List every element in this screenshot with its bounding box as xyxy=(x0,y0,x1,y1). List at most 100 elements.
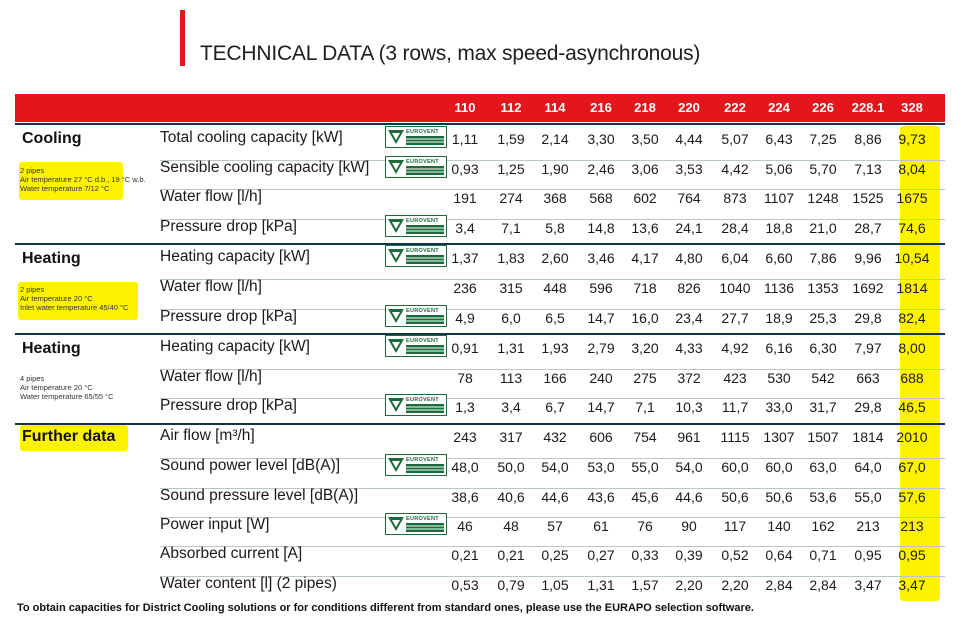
table-cell: 0,79 xyxy=(497,577,525,593)
table-cell: 873 xyxy=(723,190,747,206)
table-cell: 57,6 xyxy=(898,489,926,505)
eurovent-logo-icon xyxy=(388,398,404,412)
table-cell: 596 xyxy=(589,280,613,296)
model-header: 228.1 xyxy=(851,100,885,115)
table-cell: 40,6 xyxy=(497,489,525,505)
page-title: TECHNICAL DATA (3 rows, max speed-asynch… xyxy=(200,42,701,65)
highlight-mark xyxy=(19,162,123,200)
model-header: 222 xyxy=(724,100,746,115)
table-cell: 50,0 xyxy=(497,459,525,475)
table-cell: 240 xyxy=(589,370,613,386)
eurovent-certified-badge: EUROVENT xyxy=(385,215,447,237)
table-cell: 23,4 xyxy=(675,310,703,326)
model-header: 328 xyxy=(901,100,923,115)
table-cell: 3,4 xyxy=(501,399,521,415)
table-cell: 1,05 xyxy=(541,577,569,593)
badge-text: EUROVENT xyxy=(406,516,439,522)
table-cell: 0,71 xyxy=(809,547,837,563)
eurovent-logo-icon xyxy=(388,458,404,472)
badge-bars-icon xyxy=(406,136,444,145)
table-cell: 236 xyxy=(453,280,477,296)
table-cell: 0,25 xyxy=(541,547,569,563)
row-divider xyxy=(160,546,945,547)
table-cell: 18,8 xyxy=(765,220,793,236)
table-cell: 11,7 xyxy=(721,399,749,415)
eurovent-logo-icon xyxy=(388,219,404,233)
table-cell: 315 xyxy=(499,280,523,296)
table-cell: 0,93 xyxy=(451,161,479,177)
table-cell: 0,21 xyxy=(451,547,479,563)
table-cell: 21,0 xyxy=(809,220,837,236)
table-cell: 4,44 xyxy=(675,131,703,147)
table-cell: 1,25 xyxy=(497,161,525,177)
row-label: Absorbed current [A] xyxy=(160,545,303,562)
table-cell: 9,73 xyxy=(898,131,926,147)
table-cell: 48 xyxy=(503,518,519,534)
table-cell: 4,92 xyxy=(721,340,749,356)
section-title: Heating xyxy=(22,340,81,357)
table-cell: 162 xyxy=(811,518,835,534)
table-cell: 24,1 xyxy=(675,220,703,236)
table-cell: 6,04 xyxy=(721,250,749,266)
row-divider xyxy=(160,219,945,220)
row-divider xyxy=(160,279,945,280)
table-cell: 28,4 xyxy=(721,220,749,236)
table-cell: 1115 xyxy=(720,429,750,445)
table-cell: 1,59 xyxy=(497,131,525,147)
table-cell: 27,7 xyxy=(721,310,749,326)
table-cell: 46,5 xyxy=(898,399,926,415)
eurovent-logo-icon xyxy=(388,309,404,323)
eurovent-logo-icon xyxy=(388,517,404,531)
table-cell: 1,3 xyxy=(455,399,475,415)
table-cell: 44,6 xyxy=(541,489,569,505)
table-cell: 5,70 xyxy=(809,161,837,177)
table-cell: 754 xyxy=(633,429,657,445)
table-cell: 44,6 xyxy=(675,489,703,505)
table-cell: 9,96 xyxy=(854,250,882,266)
table-cell: 1675 xyxy=(896,190,928,206)
table-cell: 606 xyxy=(589,429,613,445)
table-cell: 1507 xyxy=(807,429,839,445)
table-cell: 6,5 xyxy=(545,310,565,326)
badge-text: EUROVENT xyxy=(406,159,439,165)
section-note: Air temperature 20 °C xyxy=(20,383,93,392)
badge-bars-icon xyxy=(406,315,444,324)
table-cell: 688 xyxy=(900,370,924,386)
section-title: Cooling xyxy=(22,130,82,147)
table-cell: 448 xyxy=(543,280,567,296)
table-cell: 1,31 xyxy=(587,577,615,593)
table-cell: 4,80 xyxy=(675,250,703,266)
table-cell: 3,4 xyxy=(455,220,475,236)
table-cell: 16,0 xyxy=(631,310,659,326)
table-cell: 43,6 xyxy=(587,489,615,505)
row-divider xyxy=(160,369,945,370)
row-label: Water flow [l/h] xyxy=(160,188,262,205)
table-cell: 8,86 xyxy=(854,131,882,147)
row-label: Heating capacity [kW] xyxy=(160,248,310,265)
table-cell: 7,1 xyxy=(635,399,655,415)
table-cell: 213 xyxy=(856,518,880,534)
table-cell: 368 xyxy=(543,190,567,206)
table-cell: 663 xyxy=(856,370,880,386)
table-cell: 568 xyxy=(589,190,613,206)
table-cell: 2,79 xyxy=(587,340,615,356)
table-cell: 38,6 xyxy=(451,489,479,505)
table-cell: 8,04 xyxy=(898,161,926,177)
table-cell: 2,60 xyxy=(541,250,569,266)
row-divider xyxy=(160,398,945,399)
table-cell: 4,33 xyxy=(675,340,703,356)
badge-bars-icon xyxy=(406,345,444,354)
table-cell: 7,97 xyxy=(854,340,882,356)
row-divider xyxy=(160,488,945,489)
eurovent-certified-badge: EUROVENT xyxy=(385,126,447,148)
table-cell: 3,30 xyxy=(587,131,615,147)
eurovent-logo-icon xyxy=(388,249,404,263)
table-cell: 55,0 xyxy=(631,459,659,475)
table-cell: 14,7 xyxy=(587,399,615,415)
table-cell: 5,8 xyxy=(545,220,565,236)
table-cell: 5,06 xyxy=(765,161,793,177)
badge-bars-icon xyxy=(406,166,444,175)
table-cell: 3,47 xyxy=(854,577,882,593)
eurovent-certified-badge: EUROVENT xyxy=(385,156,447,178)
header-band xyxy=(15,94,945,122)
